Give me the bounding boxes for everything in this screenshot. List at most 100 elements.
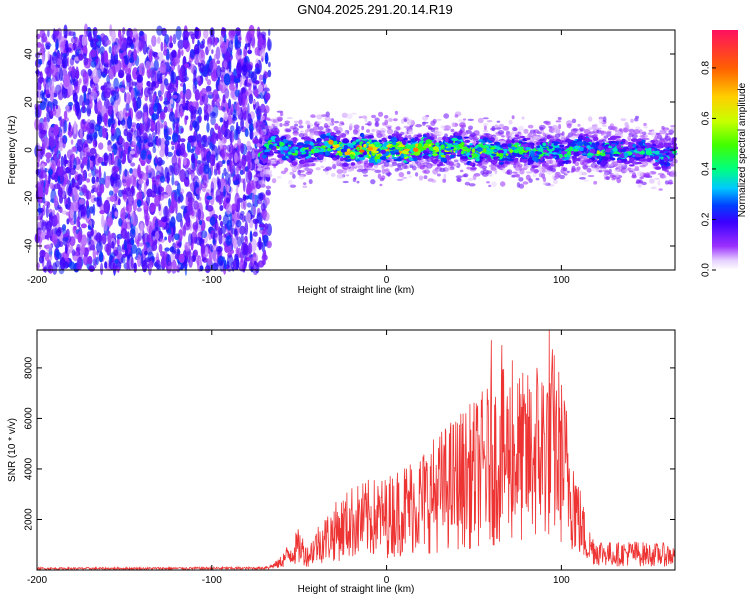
noise-blob — [268, 28, 271, 37]
band-halo-blob — [322, 168, 329, 172]
noise-blob — [156, 157, 163, 167]
noise-blob — [37, 71, 42, 76]
noise-blob — [97, 156, 104, 164]
noise-blob — [95, 256, 99, 266]
band-halo-blob — [658, 188, 663, 191]
noise-blob — [67, 196, 71, 210]
noise-blob — [115, 62, 120, 73]
noise-blob — [264, 223, 269, 230]
noise-blob — [184, 241, 190, 252]
noise-blob — [159, 238, 165, 243]
band-halo-blob — [651, 132, 656, 137]
noise-blob — [169, 51, 175, 62]
noise-blob — [231, 203, 238, 212]
band-halo-blob — [428, 126, 433, 130]
noise-blob — [158, 243, 163, 253]
band-halo-blob — [499, 140, 506, 143]
band-halo-blob — [511, 171, 518, 174]
noise-blob — [82, 118, 86, 125]
band-halo-blob — [275, 121, 279, 127]
noise-blob — [219, 220, 224, 227]
noise-blob — [192, 222, 199, 230]
noise-blob — [169, 80, 174, 94]
noise-blob — [159, 175, 166, 183]
noise-blob — [109, 254, 113, 261]
noise-blob — [170, 61, 176, 71]
noise-blob — [244, 91, 249, 96]
band-halo-blob — [667, 182, 674, 185]
band-halo-blob — [605, 176, 611, 180]
noise-blob — [246, 140, 251, 151]
noise-blob — [178, 253, 185, 264]
noise-blob — [193, 121, 200, 132]
band-halo-blob — [665, 132, 669, 139]
noise-blob — [131, 238, 135, 245]
noise-blob — [152, 146, 157, 154]
noise-blob — [113, 187, 119, 194]
noise-blob — [45, 179, 50, 191]
noise-blob — [160, 41, 164, 52]
noise-blob — [216, 163, 219, 171]
band-halo-blob — [593, 133, 598, 138]
noise-blob — [111, 145, 118, 150]
noise-blob — [76, 218, 80, 228]
noise-blob — [260, 202, 266, 212]
noise-blob — [182, 156, 187, 166]
noise-blob — [191, 173, 195, 179]
band-halo-blob — [451, 121, 455, 128]
noise-blob — [268, 61, 271, 68]
band-halo-blob — [293, 120, 299, 124]
band-halo-blob — [634, 165, 639, 171]
band-halo-blob — [422, 115, 429, 121]
band-halo-blob — [271, 178, 277, 184]
band-halo-blob — [311, 115, 316, 118]
noise-blob — [117, 147, 123, 152]
noise-blob — [200, 243, 206, 255]
noise-blob — [190, 153, 196, 164]
noise-blob — [47, 29, 50, 38]
noise-blob — [38, 85, 42, 91]
noise-blob — [252, 100, 256, 105]
noise-blob — [73, 157, 77, 169]
noise-blob — [248, 242, 252, 254]
band-halo-blob — [459, 169, 464, 173]
noise-blob — [101, 52, 105, 66]
noise-blob — [87, 158, 90, 171]
noise-blob — [63, 110, 68, 120]
band-halo-blob — [631, 174, 637, 179]
noise-blob — [65, 204, 68, 210]
noise-blob — [53, 195, 59, 208]
noise-blob — [163, 78, 169, 86]
noise-blob — [235, 219, 242, 228]
noise-blob — [176, 182, 181, 196]
noise-blob — [262, 39, 267, 49]
noise-blob — [67, 159, 73, 170]
noise-blob — [155, 179, 159, 188]
band-halo-blob — [527, 124, 534, 129]
noise-blob — [248, 78, 252, 91]
noise-blob — [86, 178, 91, 183]
noise-blob — [199, 219, 202, 226]
noise-blob — [140, 160, 146, 167]
noise-blob — [221, 125, 225, 132]
noise-blob — [61, 63, 67, 68]
noise-blob — [263, 211, 270, 222]
band-halo-blob — [442, 178, 447, 183]
noise-blob — [142, 132, 148, 140]
noise-blob — [241, 64, 248, 76]
noise-blob — [81, 244, 85, 255]
noise-blob — [167, 85, 171, 95]
noise-blob — [91, 165, 94, 170]
noise-blob — [244, 79, 248, 86]
noise-blob — [104, 261, 108, 269]
band-halo-blob — [509, 136, 513, 140]
band-halo-blob — [486, 134, 493, 138]
band-halo-blob — [279, 111, 284, 117]
band-halo-blob — [383, 115, 389, 119]
noise-blob — [236, 46, 241, 56]
noise-blob — [37, 76, 45, 83]
spectrogram-plot-area — [34, 23, 679, 276]
noise-blob — [244, 56, 248, 64]
noise-blob — [263, 71, 269, 79]
